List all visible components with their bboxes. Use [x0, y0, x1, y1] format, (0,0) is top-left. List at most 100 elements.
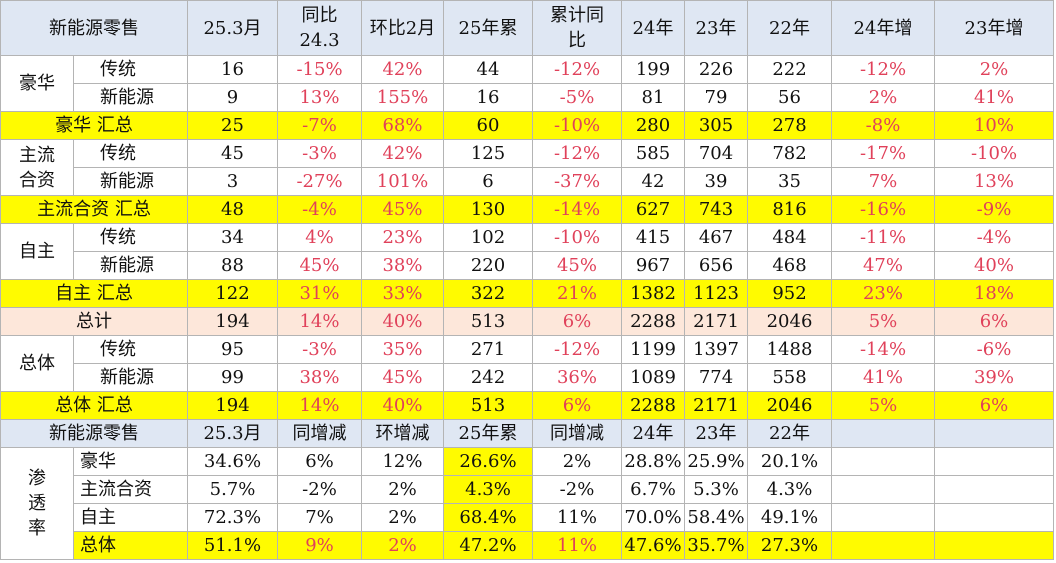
value-cell: -2%: [532, 475, 622, 504]
value-cell: 704: [684, 139, 748, 168]
value-cell: 23%: [831, 279, 935, 308]
value-cell: 10%: [934, 111, 1054, 140]
value-cell: 468: [747, 251, 832, 280]
header-cell: 22年: [747, 419, 832, 448]
summary-row: 主流合资 汇总 48 -4% 45% 130 -14% 627 743 816 -16% -9%: [0, 195, 1054, 224]
header-cell: 同增减: [532, 419, 622, 448]
header-cell: 25年累: [443, 0, 533, 56]
value-cell: 28.8%: [621, 447, 685, 476]
value-cell: 99: [187, 363, 278, 392]
value-cell: 56: [747, 83, 832, 112]
row-label: 传统: [73, 223, 188, 252]
value-cell: -37%: [532, 167, 622, 196]
value-cell: -27%: [277, 167, 362, 196]
header-cell: 25.3月: [187, 0, 278, 56]
header-cell: 环比2月: [361, 0, 444, 56]
empty-cell: [934, 447, 1054, 476]
row-label: 主流合资: [73, 475, 188, 504]
value-cell: 4%: [277, 223, 362, 252]
value-cell: 9: [187, 83, 278, 112]
value-cell: 39%: [934, 363, 1054, 392]
value-cell: 68%: [361, 111, 444, 140]
value-cell: -7%: [277, 111, 362, 140]
table-row: 新能源 99 38% 45% 242 36% 1089 774 558 41% 39%: [1, 363, 1054, 392]
value-cell: 322: [443, 279, 533, 308]
value-cell: 222: [747, 55, 832, 84]
value-cell: -10%: [532, 111, 622, 140]
header-cell: 25年累: [443, 419, 533, 448]
value-cell: -3%: [277, 139, 362, 168]
value-cell: 45%: [532, 251, 622, 280]
value-cell: 35: [747, 167, 832, 196]
group-label: 总体: [0, 335, 74, 392]
value-cell: 627: [621, 195, 685, 224]
value-cell: 27.3%: [747, 531, 832, 560]
value-cell: 5%: [831, 391, 935, 420]
value-cell: 5.3%: [684, 475, 748, 504]
value-cell: 47.6%: [621, 531, 685, 560]
table-row: 新能源 88 45% 38% 220 45% 967 656 468 47% 40%: [1, 251, 1054, 280]
value-cell: -12%: [831, 55, 935, 84]
value-cell: 42%: [361, 139, 444, 168]
header-cell: 24年: [621, 419, 685, 448]
value-cell: 34: [187, 223, 278, 252]
value-cell: 782: [747, 139, 832, 168]
value-cell: 41%: [934, 83, 1054, 112]
summary-label: 总体 汇总: [0, 391, 188, 420]
value-cell: 558: [747, 363, 832, 392]
value-cell: 6%: [532, 391, 622, 420]
value-cell: 16: [443, 83, 533, 112]
value-cell: 513: [443, 307, 533, 336]
row-label: 豪华: [73, 447, 188, 476]
value-cell: -2%: [277, 475, 362, 504]
value-cell: -6%: [934, 335, 1054, 364]
table-row: 新能源 3 -27% 101% 6 -37% 42 39 35 7% 13%: [1, 167, 1054, 196]
header-row-2: 新能源零售 25.3月 同增减 环增减 25年累 同增减 24年 23年 22年: [0, 419, 1054, 448]
header-row: 新能源零售 25.3月 同比 24.3 环比2月 25年累 累计同比 24年 23年 22年 24年…: [0, 0, 1054, 56]
value-cell: 2046: [747, 307, 832, 336]
value-cell: 16: [187, 55, 278, 84]
summary-label: 豪华 汇总: [0, 111, 188, 140]
value-cell: 242: [443, 363, 533, 392]
empty-cell: [831, 447, 935, 476]
value-cell: 13%: [277, 83, 362, 112]
value-cell: 415: [621, 223, 685, 252]
group-label: 豪华: [0, 55, 74, 112]
value-cell: 60: [443, 111, 533, 140]
value-cell: 5.7%: [187, 475, 278, 504]
value-cell: 2%: [934, 55, 1054, 84]
value-cell: -12%: [532, 335, 622, 364]
value-cell: 45%: [361, 195, 444, 224]
value-cell: 6%: [277, 447, 362, 476]
value-cell: 774: [684, 363, 748, 392]
value-cell: -10%: [532, 223, 622, 252]
value-cell: -8%: [831, 111, 935, 140]
row-label: 新能源: [73, 167, 188, 196]
value-cell: 467: [684, 223, 748, 252]
value-cell: 39: [684, 167, 748, 196]
value-cell: 952: [747, 279, 832, 308]
value-cell: 14%: [277, 307, 362, 336]
value-cell: 79: [684, 83, 748, 112]
value-cell: 35.7%: [684, 531, 748, 560]
value-cell: -14%: [831, 335, 935, 364]
value-cell: 1397: [684, 335, 748, 364]
value-cell: 21%: [532, 279, 622, 308]
value-cell: 35%: [361, 335, 444, 364]
value-cell: 1382: [621, 279, 685, 308]
value-cell: 47.2%: [443, 531, 533, 560]
value-cell: 2%: [532, 447, 622, 476]
penetration-row: 总体 51.1% 9% 2% 47.2% 11% 47.6% 35.7% 27.3%: [1, 531, 1054, 560]
row-label: 传统: [73, 335, 188, 364]
value-cell: 2171: [684, 391, 748, 420]
value-cell: 11%: [532, 503, 622, 532]
header-cell: 同增减: [277, 419, 362, 448]
value-cell: 6%: [934, 307, 1054, 336]
value-cell: 513: [443, 391, 533, 420]
value-cell: 40%: [361, 391, 444, 420]
value-cell: -17%: [831, 139, 935, 168]
value-cell: 81: [621, 83, 685, 112]
value-cell: 7%: [831, 167, 935, 196]
value-cell: -14%: [532, 195, 622, 224]
